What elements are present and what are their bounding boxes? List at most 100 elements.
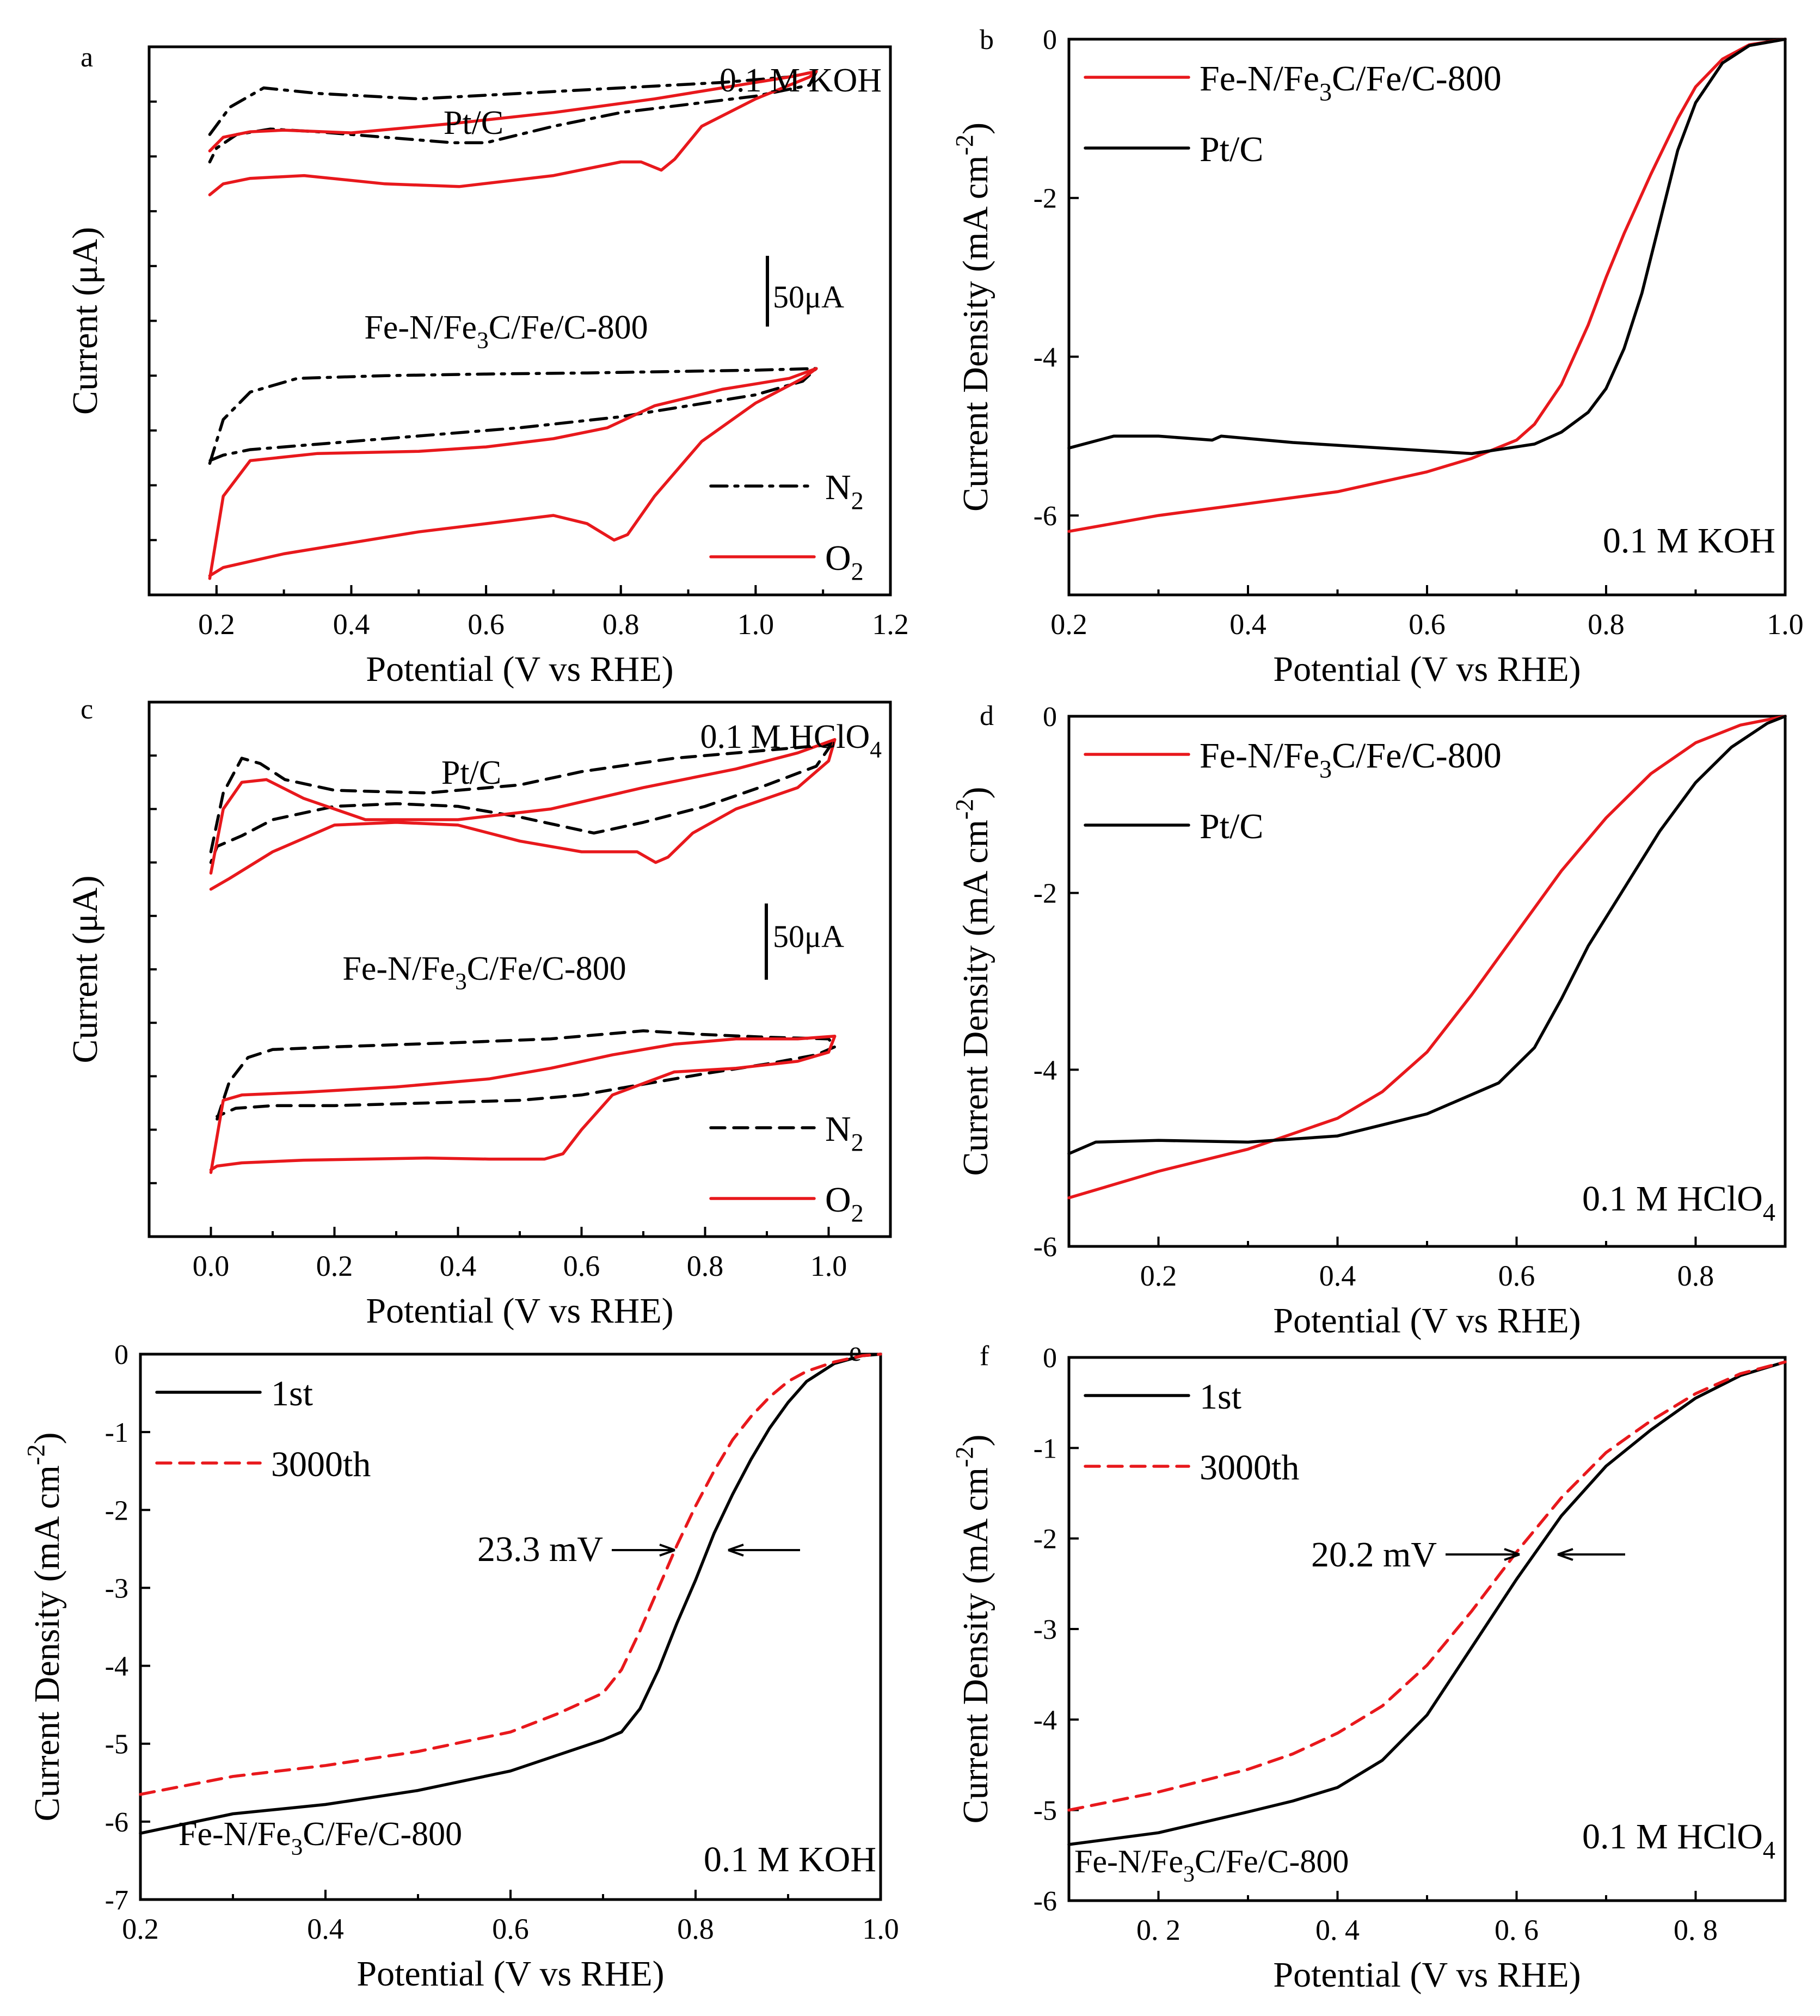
superscript: -2 <box>22 1445 50 1465</box>
text-span: ) <box>956 1435 995 1447</box>
text-span: 50μA <box>773 279 844 315</box>
y-axis-title: Current Density (mA cm-2​) <box>951 787 995 1176</box>
annotation: 50μA <box>773 919 844 954</box>
y-tick-label: -1 <box>105 1417 128 1448</box>
annotation: Fe-N/Fe3​C/Fe/C-800 <box>342 950 626 994</box>
y-tick-label: -2 <box>1034 183 1057 214</box>
panel-label: c <box>81 694 93 725</box>
y-axis-title: Current (μA) <box>65 227 105 415</box>
subscript: 3 <box>1183 1862 1195 1887</box>
text-span: Fe <box>257 1816 291 1853</box>
text-span: N <box>825 468 851 507</box>
text-span: 20.2 mV <box>1311 1535 1437 1575</box>
text-span: 0.1 M KOH <box>720 62 882 99</box>
y-tick-label: -7 <box>105 1885 128 1916</box>
y-tick-label: -5 <box>105 1729 128 1760</box>
subscript: 2 <box>851 487 864 514</box>
text-span: Pt/C <box>444 105 503 142</box>
text-span: Potential (V vs RHE) <box>1273 1301 1581 1341</box>
panel-label: e <box>849 1336 862 1367</box>
x-tick-label: 0.0 <box>193 1250 230 1282</box>
text-span: 3000th <box>1200 1448 1299 1488</box>
x-tick-label: 0. 4 <box>1315 1914 1360 1946</box>
series-line-1st <box>1067 1360 1787 1846</box>
text-span: Fe <box>421 950 455 987</box>
text-span: 1st <box>1200 1377 1241 1417</box>
annotation: 23.3 mV <box>477 1529 603 1569</box>
series-line-3000th <box>1067 1360 1787 1812</box>
text-span: Potential (V vs RHE) <box>1273 649 1581 689</box>
legend-label: 3000th <box>1200 1448 1299 1488</box>
subscript: 2 <box>851 1199 864 1227</box>
text-span: Potential (V vs RHE) <box>356 1954 664 1994</box>
y-tick-label: -4 <box>1034 342 1057 373</box>
x-tick-label: 0. 6 <box>1495 1914 1539 1946</box>
annotation: Pt/C <box>441 754 501 791</box>
text-span: 0.1 M KOH <box>704 1840 876 1879</box>
text-span: C <box>303 1816 325 1853</box>
subscript: 3 <box>291 1834 303 1860</box>
y-axis-title: Current Density (mA cm-2​) <box>22 1433 67 1822</box>
x-tick-label: 0. 8 <box>1674 1914 1718 1946</box>
x-tick-label: 0.8 <box>602 608 640 641</box>
x-axis-title: Potential (V vs RHE) <box>366 649 673 689</box>
panel-b: b 0.2 0.4 0.6 0.8 1.0 0 -2 -4 -6 Potential (V vs R… <box>951 24 1804 689</box>
panel-label: f <box>980 1341 989 1372</box>
series-line-pt-c-o2 <box>209 737 837 891</box>
text-span: Fe-N/ <box>1074 1843 1151 1879</box>
x-tick-label: 1.0 <box>810 1250 847 1282</box>
annotation: Fe-N/Fe3​C/Fe/C-800 <box>179 1816 462 1860</box>
series-line-pt-c-o2 <box>208 70 818 196</box>
text-span: Pt/C <box>1200 130 1263 169</box>
text-span: ) <box>27 1433 67 1445</box>
annotation: 20.2 mV <box>1311 1535 1437 1575</box>
panel-a: a 0.2 0.4 0.6 0.8 1.0 1.2 Potential (V vs RHE) C… <box>65 42 909 689</box>
panel-d: d 0.2 0.4 0.6 0.8 0 -2 -4 -6 Potential (V vs RHE)… <box>951 700 1787 1341</box>
y-tick-label: 0 <box>114 1339 128 1370</box>
text-span: HClO <box>789 718 870 755</box>
x-tick-label: 1.0 <box>1767 608 1804 641</box>
panel-label: a <box>81 42 93 73</box>
text-span: Fe <box>1151 1843 1183 1879</box>
legend-label: N2​ <box>825 468 864 514</box>
text-span: 0.1 M KOH <box>1603 521 1775 561</box>
x-tick-label: 0.2 <box>316 1250 353 1282</box>
x-tick-label: 0. 2 <box>1136 1914 1180 1946</box>
x-tick-label: 0.2 <box>1050 608 1087 641</box>
text-span: Fe <box>1283 59 1319 99</box>
text-span: Current Density (mA <box>27 1509 67 1822</box>
text-span: cm <box>956 156 995 200</box>
x-tick-label: 0.4 <box>307 1913 344 1945</box>
text-span: cm <box>956 820 995 864</box>
text-span: 23.3 mV <box>477 1529 603 1569</box>
panel-label: b <box>980 24 994 56</box>
y-axis-title: Current Density (mA cm-2​) <box>951 1435 995 1824</box>
text-span: Potential (V vs RHE) <box>366 649 673 689</box>
series-line-fe-n-fe3c-fe-c-800 <box>1067 38 1787 533</box>
subscript: 4 <box>870 736 882 763</box>
y-tick-label: -1 <box>1034 1433 1057 1464</box>
x-tick-label: 0.6 <box>563 1250 600 1282</box>
text-span: /Fe/C-800 <box>511 309 648 346</box>
text-span: Potential (V vs RHE) <box>1273 1955 1581 1995</box>
x-tick-label: 1.2 <box>872 608 909 641</box>
x-axis-title: Potential (V vs RHE) <box>1273 1301 1581 1341</box>
series-line-fe-n-fe3c-fe-c-800-n2 <box>216 1029 837 1121</box>
x-tick-label: 1.0 <box>737 608 774 641</box>
y-tick-label: -5 <box>1034 1796 1057 1827</box>
text-span: C <box>489 309 511 346</box>
y-tick-label: -2 <box>105 1495 128 1526</box>
legend-label: 3000th <box>271 1445 371 1484</box>
annotation: 0.1 M HClO4​ <box>1582 1817 1775 1864</box>
text-span: 50μA <box>773 919 844 954</box>
annotation: 50μA <box>773 279 844 315</box>
text-span: Current (μA) <box>65 875 105 1063</box>
y-axis-title: Current Density (mA cm-2​) <box>951 122 995 512</box>
x-tick-label: 0.8 <box>687 1250 724 1282</box>
text-span: O <box>825 1180 851 1220</box>
subscript: 2 <box>851 557 864 585</box>
text-span: /Fe/C-800 <box>325 1816 462 1853</box>
text-span: Fe-N/ <box>1200 736 1284 776</box>
y-tick-label: -3 <box>1034 1614 1057 1645</box>
legend-label: 1st <box>271 1374 313 1413</box>
